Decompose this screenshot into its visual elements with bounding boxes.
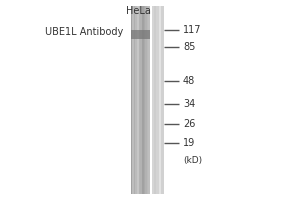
- Text: 48: 48: [183, 76, 195, 86]
- Bar: [130, 30, 150, 39]
- Bar: [130, 6, 132, 194]
- Bar: [161, 6, 164, 194]
- Bar: [130, 6, 150, 194]
- Text: 26: 26: [183, 119, 195, 129]
- Bar: [154, 6, 156, 194]
- Bar: [139, 6, 140, 194]
- Bar: [156, 6, 159, 194]
- Bar: [152, 6, 164, 194]
- Text: 19: 19: [183, 138, 195, 148]
- Bar: [143, 6, 145, 194]
- Text: UBE1L Antibody: UBE1L Antibody: [45, 27, 123, 37]
- Bar: [140, 6, 142, 194]
- Text: 34: 34: [183, 99, 195, 109]
- Bar: [148, 6, 150, 194]
- Text: 85: 85: [183, 42, 195, 52]
- Text: HeLa: HeLa: [126, 6, 150, 16]
- Bar: [147, 6, 148, 194]
- Bar: [134, 6, 135, 194]
- Bar: [159, 6, 161, 194]
- Bar: [145, 6, 147, 194]
- Text: 117: 117: [183, 25, 202, 35]
- Bar: [152, 6, 154, 194]
- Bar: [137, 6, 139, 194]
- Text: (kD): (kD): [183, 156, 202, 165]
- Bar: [135, 6, 137, 194]
- Bar: [142, 6, 143, 194]
- Bar: [132, 6, 134, 194]
